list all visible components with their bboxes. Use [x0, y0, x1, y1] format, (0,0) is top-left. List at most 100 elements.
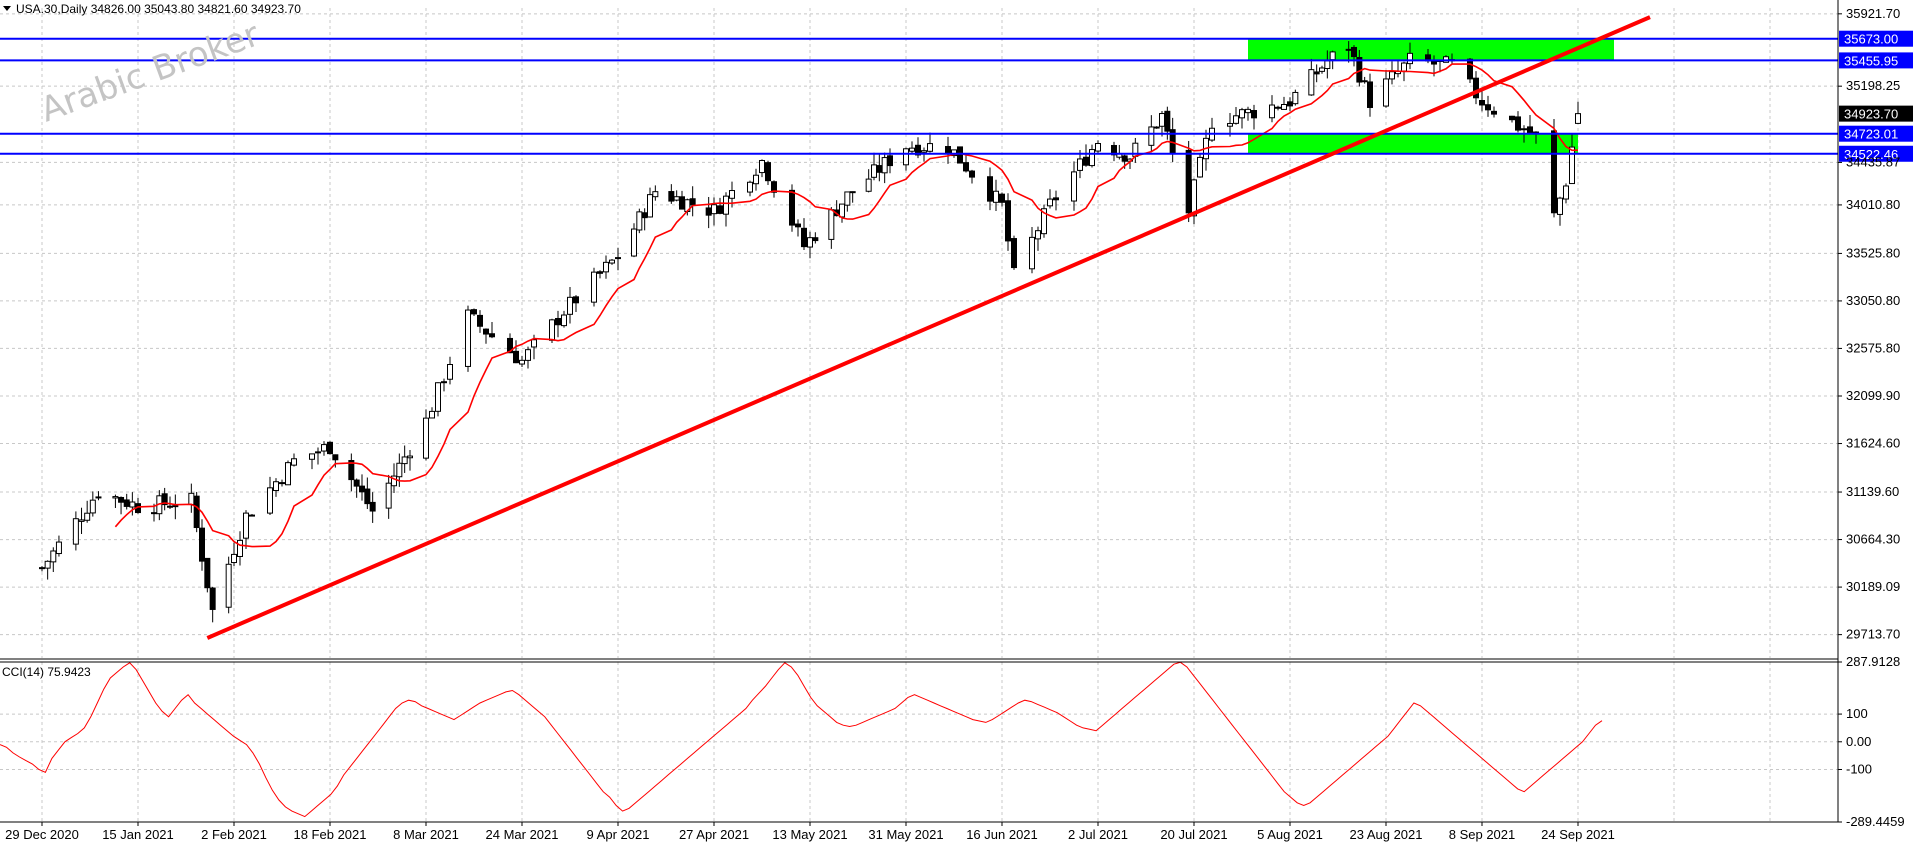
candle: [291, 453, 297, 467]
y-tick-label: 32575.80: [1846, 340, 1900, 355]
candle: [1209, 117, 1215, 142]
y-tick-label: 34010.80: [1846, 197, 1900, 212]
candle: [273, 478, 279, 497]
candle: [1095, 140, 1101, 154]
candle-body: [50, 550, 57, 563]
candle: [844, 191, 851, 212]
candle-body: [225, 563, 232, 608]
y-tick-label: 30189.09: [1846, 579, 1900, 594]
levels: 35673.00 35455.95 34723.01 34522.46 34923.70: [0, 30, 1913, 162]
candle: [525, 346, 531, 369]
candle-body: [987, 176, 993, 202]
candle: [812, 232, 819, 244]
level-badge: [1839, 145, 1913, 162]
x-tick-label: 24 Sep 2021: [1541, 827, 1615, 842]
candle-body: [839, 203, 845, 218]
candle: [39, 566, 45, 572]
candle: [396, 453, 403, 487]
dropdown-arrow-icon[interactable]: [3, 6, 11, 11]
candle-body: [969, 170, 975, 178]
level-label: 35673.00: [1844, 32, 1898, 47]
indicator-label: CCI(14) 75.9423: [2, 665, 91, 679]
candle: [407, 449, 413, 471]
candle: [807, 231, 813, 259]
candle-body: [309, 453, 315, 460]
candle: [1071, 161, 1077, 211]
candle: [225, 556, 232, 614]
candle-body: [876, 165, 883, 173]
candle: [188, 483, 195, 513]
candle: [1089, 144, 1095, 168]
candle: [1116, 144, 1123, 160]
candle: [315, 447, 321, 465]
candle: [1479, 90, 1485, 112]
candle: [1035, 226, 1041, 251]
candle-body: [172, 505, 179, 508]
candle-body: [647, 194, 653, 218]
candle: [129, 492, 136, 516]
candle-body: [364, 488, 371, 505]
candle-body: [801, 227, 807, 248]
candle-body: [963, 162, 969, 172]
candle-body: [471, 309, 477, 315]
candle: [231, 542, 237, 566]
candle-body: [789, 189, 795, 226]
candle-body: [525, 349, 531, 361]
candle-body: [1563, 185, 1569, 200]
candle: [1053, 190, 1059, 211]
candle: [591, 267, 597, 307]
candle-body: [285, 462, 291, 486]
candle-body: [1319, 67, 1325, 72]
candle-body: [1367, 81, 1373, 108]
cci-panel: [0, 661, 1603, 818]
candle: [89, 491, 96, 517]
candle-body: [1071, 171, 1077, 202]
x-tick-label: 20 Jul 2021: [1160, 827, 1227, 842]
candle: [573, 295, 579, 313]
candle: [561, 310, 567, 328]
candle-body: [1479, 100, 1485, 106]
candle-body: [489, 333, 495, 338]
candle: [359, 474, 365, 501]
candle-body: [1287, 101, 1293, 107]
cci-tick-label: 287.9128: [1846, 654, 1900, 669]
candle-body: [151, 512, 157, 515]
zone-rect: [1248, 38, 1614, 61]
candle: [477, 310, 483, 333]
candle-body: [668, 191, 675, 202]
x-tick-label: 9 Apr 2021: [587, 827, 650, 842]
candle: [321, 441, 327, 456]
candle-body: [729, 190, 735, 199]
candle: [1527, 114, 1533, 135]
candle-body: [849, 191, 856, 194]
candle-body: [188, 492, 195, 505]
candle-body: [1275, 106, 1281, 109]
candle: [631, 223, 637, 258]
candle: [945, 136, 951, 164]
cci-tick-label: -100: [1846, 762, 1872, 777]
candle: [118, 496, 125, 515]
candle-body: [531, 339, 537, 348]
candle: [513, 340, 519, 364]
y-tick-label: 34435.87: [1846, 154, 1900, 169]
candle: [647, 187, 653, 218]
candle-body: [1467, 58, 1473, 80]
candle-body: [1227, 123, 1233, 127]
candle-body: [1557, 197, 1563, 215]
candle: [1557, 196, 1563, 226]
candle: [50, 547, 57, 573]
candle: [1245, 106, 1251, 121]
candle-body: [636, 211, 643, 231]
candle: [1319, 65, 1325, 74]
candle: [828, 207, 835, 249]
x-tick-label: 31 May 2021: [868, 827, 943, 842]
candle-body: [483, 328, 489, 335]
candle-body: [1245, 108, 1251, 114]
candle-body: [1491, 110, 1497, 115]
candle-body: [807, 237, 813, 248]
candle: [237, 531, 243, 566]
candle-body: [231, 553, 237, 564]
x-tick-label: 2 Jul 2021: [1068, 827, 1128, 842]
candle: [839, 203, 845, 223]
